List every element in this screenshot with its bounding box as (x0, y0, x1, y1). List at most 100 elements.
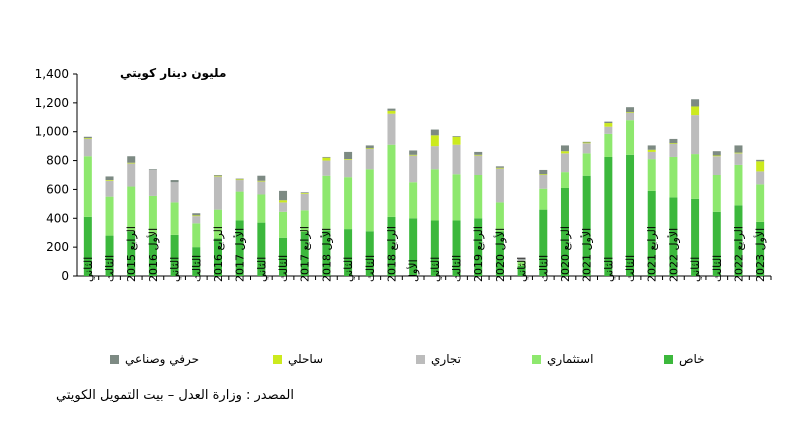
bar-segment-commercial (626, 112, 635, 121)
bar-segment-crafts (235, 178, 244, 180)
bar-segment-crafts (148, 169, 157, 170)
bar-segment-private (647, 190, 656, 276)
bar-segment-commercial (192, 216, 201, 224)
bar-segment-crafts (734, 145, 743, 153)
bar-segment-crafts (539, 169, 548, 175)
bar-segment-investment (235, 191, 244, 221)
bar-segment-commercial (669, 143, 678, 157)
x-tick-label: الرابع 2018 (385, 226, 398, 282)
bar-segment-private (430, 220, 439, 276)
x-tick-label: الأول (406, 259, 420, 282)
bar-segment-private (539, 209, 548, 276)
x-tick-label: الأول 2018 (319, 228, 333, 282)
bar-segment-crafts (582, 141, 591, 143)
bar-segment-commercial (409, 155, 418, 183)
bar-segment-commercial (756, 171, 765, 185)
bar-segment-crafts (213, 175, 222, 176)
bar-segment-commercial (430, 146, 439, 170)
bar-segment-commercial (734, 153, 743, 165)
bar-segment-investment (409, 182, 418, 219)
bar-segment-investment (691, 154, 700, 199)
bar-segment-crafts (430, 129, 439, 136)
x-tick-label: الرابع 2020 (559, 226, 572, 282)
bar-segment-coastal (83, 138, 92, 139)
legend-swatch-investment (532, 354, 541, 364)
bar-segment-private (322, 230, 331, 276)
legend-item-investment: استثماري (532, 352, 593, 366)
bar-segment-crafts (517, 259, 526, 260)
bar-segment-crafts (669, 138, 678, 144)
bar-segment-private (495, 231, 504, 276)
bar-segment-private (213, 238, 222, 276)
x-tick-label: الأول 2016 (146, 228, 160, 282)
bar-segment-investment (539, 188, 548, 210)
bar-segment-private (279, 237, 288, 276)
bar-segment-investment (430, 169, 439, 221)
bar-segment-coastal (387, 110, 396, 114)
bar-segment-coastal (756, 161, 765, 172)
bar-segment-coastal (300, 193, 309, 194)
x-tick-label: الثالث (624, 255, 637, 282)
x-tick-label: الثاني (429, 257, 442, 282)
x-tick-label: الرابع 2016 (212, 226, 225, 282)
bar-segment-commercial (691, 115, 700, 155)
bar-segment-private (604, 156, 613, 276)
bar-segment-private (170, 234, 179, 276)
x-tick-label: الثالث (451, 255, 464, 282)
legend-label-coastal: ساحلي (288, 352, 324, 366)
y-tick-label: 1,200 (35, 96, 69, 110)
bar-segment-coastal (344, 159, 353, 160)
y-tick-label: 600 (46, 182, 69, 196)
bar-segment-coastal (560, 151, 569, 154)
x-tick-label: الثاني (255, 257, 268, 282)
bar-segment-commercial (235, 180, 244, 192)
bar-segment-private (300, 231, 309, 276)
y-tick-label: 1,400 (35, 67, 69, 81)
bar-segment-investment (756, 184, 765, 222)
bar-segment-coastal (495, 167, 504, 169)
x-tick-label: الثالث (537, 255, 550, 282)
bar-segment-investment (560, 172, 569, 188)
legend-item-private: خاص (664, 352, 705, 366)
bar-segment-investment (712, 175, 721, 212)
bar-segment-investment (387, 144, 396, 217)
bar-segment-investment (170, 202, 179, 235)
bar-segment-commercial (83, 138, 92, 157)
bar-segment-coastal (626, 112, 635, 113)
bar-segment-investment (669, 156, 678, 198)
bar-segment-commercial (582, 143, 591, 154)
bar-segment-crafts (409, 150, 418, 155)
bar-segment-private (560, 187, 569, 276)
bar-segment-crafts (344, 151, 353, 160)
bar-segment-crafts (365, 145, 374, 149)
bar-segment-private (148, 234, 157, 276)
legend-item-crafts: حرفي وصناعي (110, 352, 199, 366)
bar-segment-coastal (539, 174, 548, 175)
bar-segment-coastal (235, 179, 244, 181)
bar-segment-crafts (474, 151, 483, 155)
x-tick-label: الثاني (82, 257, 95, 282)
x-tick-label: الثالث (364, 255, 377, 282)
x-tick-label: الرابع 2021 (646, 226, 659, 282)
x-tick-label: الثالث (104, 255, 117, 282)
bar-segment-private (452, 220, 461, 276)
legend-item-coastal: ساحلي (273, 352, 323, 366)
bar-segment-commercial (560, 153, 569, 173)
bar-segment-investment (344, 177, 353, 230)
bar-segment-private (669, 197, 678, 276)
bar-segment-private (344, 229, 353, 276)
y-tick-label: 400 (46, 211, 69, 225)
bar-segment-investment (127, 186, 136, 232)
bar-segment-investment (365, 169, 374, 232)
bar-segment-crafts (322, 156, 331, 158)
x-tick-label: الثاني (342, 257, 355, 282)
bar-segment-private (387, 216, 396, 276)
bar-segment-coastal (430, 135, 439, 147)
legend-swatch-crafts (110, 354, 119, 364)
bar-segment-commercial (105, 180, 114, 197)
bar-segment-private (734, 205, 743, 276)
bar-segment-coastal (322, 157, 331, 161)
bar-segment-crafts (105, 176, 114, 181)
y-tick-label: 800 (46, 154, 69, 168)
bar-segment-investment (647, 159, 656, 191)
